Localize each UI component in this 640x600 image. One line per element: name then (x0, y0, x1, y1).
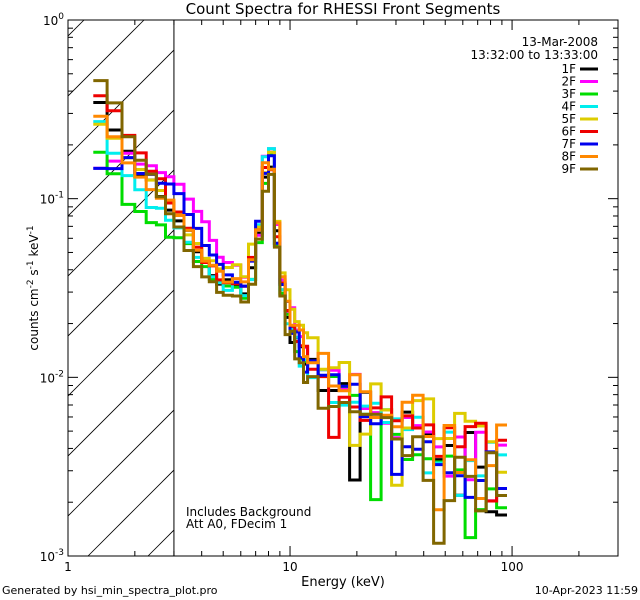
legend-label-1F: 1F (561, 62, 576, 76)
y-tick-base: 10 (40, 371, 55, 385)
ylabel-part-4: keV (27, 234, 41, 261)
legend-label-9F: 9F (561, 162, 576, 176)
legend-label-5F: 5F (561, 112, 576, 126)
footer-timestamp: 10-Apr-2023 11:59 (535, 584, 638, 597)
legend-label-7F: 7F (561, 137, 576, 151)
y-tick-label: 100 (43, 12, 64, 28)
y-tick-exponent: -2 (55, 369, 64, 379)
annotation-attenuator: Att A0, FDecim 1 (186, 517, 287, 531)
y-axis-label: counts cm-2 s-1 keV-1 (26, 225, 41, 350)
x-tick-label: 1 (64, 560, 72, 574)
ylabel-part-3: -1 (26, 260, 36, 269)
chart-title: Count Spectra for RHESSI Front Segments (186, 0, 501, 18)
x-tick-label: 100 (501, 560, 524, 574)
hatch-line (68, 169, 174, 277)
legend-label-3F: 3F (561, 87, 576, 101)
y-tick-exponent: -1 (55, 191, 64, 201)
hatch-line (68, 49, 174, 157)
annotation-background: Includes Background (186, 505, 311, 519)
date-label: 13-Mar-2008 (522, 35, 598, 49)
y-tick-base: 10 (43, 14, 58, 28)
hatch-line (68, 409, 174, 517)
x-tick-label: 10 (282, 560, 297, 574)
plot-frame (67, 19, 619, 557)
hatched-region (68, 20, 174, 556)
footer-generated-by: Generated by hsi_min_spectra_plot.pro (2, 584, 218, 597)
x-axis-label: Energy (keV) (301, 575, 385, 590)
y-tick-base: 10 (40, 550, 55, 564)
legend-label-4F: 4F (561, 100, 576, 114)
hatch-line (68, 20, 145, 97)
ylabel-part-0: counts cm (27, 288, 41, 350)
series-group (93, 79, 507, 545)
legend-label-2F: 2F (561, 75, 576, 89)
ylabel-part-1: -2 (26, 279, 36, 288)
hatch-line (68, 229, 174, 337)
time-range-label: 13:32:00 to 13:33:00 (471, 48, 598, 62)
legend-label-8F: 8F (561, 150, 576, 164)
y-tick-exponent: 0 (58, 12, 64, 22)
y-tick-base: 10 (40, 193, 55, 207)
ylabel-part-5: -1 (26, 225, 36, 234)
series-9F (93, 79, 507, 545)
y-tick-label: 10-2 (40, 369, 64, 385)
y-tick-label: 10-3 (40, 548, 64, 564)
ylabel-part-2: s (27, 269, 41, 279)
y-tick-exponent: -3 (55, 548, 64, 558)
y-tick-label: 10-1 (40, 191, 64, 207)
legend-label-6F: 6F (561, 125, 576, 139)
